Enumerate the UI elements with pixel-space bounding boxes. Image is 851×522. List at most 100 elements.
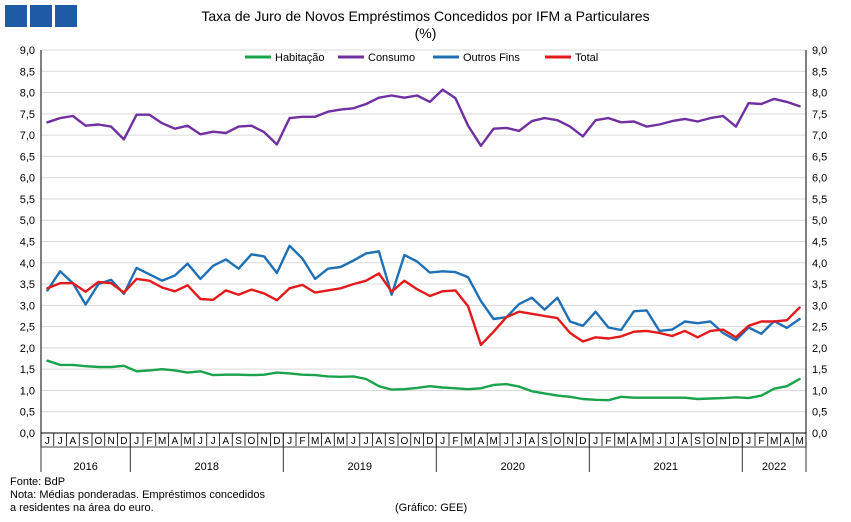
x-month-label: A [478, 436, 485, 447]
chart-title-block: Taxa de Juro de Novos Empréstimos Conced… [0, 8, 851, 42]
x-month-label: N [108, 436, 115, 447]
x-month-label: O [247, 436, 255, 447]
x-month-label: F [452, 436, 458, 447]
y-tick-label-left: 5,0 [20, 215, 35, 227]
x-month-label: J [657, 436, 662, 447]
footnote-line1: Nota: Médias ponderadas. Empréstimos con… [10, 489, 265, 501]
x-year-label: 2016 [73, 461, 97, 473]
x-month-label: O [706, 436, 714, 447]
x-month-label: D [120, 436, 127, 447]
x-month-label: J [440, 436, 445, 447]
x-month-label: A [325, 436, 332, 447]
x-month-label: J [593, 436, 598, 447]
y-tick-label-right: 5,5 [812, 194, 827, 206]
x-year-label: 2022 [762, 461, 786, 473]
y-tick-label-right: 3,0 [812, 300, 827, 312]
x-month-label: J [45, 436, 50, 447]
x-year-label: 2019 [348, 461, 372, 473]
y-tick-label-left: 1,0 [20, 385, 35, 397]
y-tick-label-right: 4,5 [812, 237, 827, 249]
legend-label: Total [575, 52, 598, 64]
x-month-label: A [784, 436, 791, 447]
y-tick-label-right: 7,0 [812, 130, 827, 142]
x-month-label: A [376, 436, 383, 447]
y-tick-label-right: 5,0 [812, 215, 827, 227]
x-month-label: D [273, 436, 280, 447]
series-line-outros-fins [46, 244, 801, 342]
y-tick-label-right: 9,0 [812, 45, 827, 57]
x-month-label: M [183, 436, 191, 447]
x-month-label: J [351, 436, 356, 447]
x-month-label: O [94, 436, 102, 447]
x-year-label: 2021 [654, 461, 678, 473]
logo-square [55, 5, 77, 27]
x-month-label: A [529, 436, 536, 447]
series-line-total [46, 272, 801, 347]
source-note: Fonte: BdP [10, 476, 66, 488]
y-tick-label-right: 0,5 [812, 407, 827, 419]
x-month-label: S [541, 436, 548, 447]
logo-square [5, 5, 27, 27]
x-month-label: M [158, 436, 166, 447]
y-tick-label-right: 2,0 [812, 343, 827, 355]
x-month-label: J [58, 436, 63, 447]
chart-subtitle: (%) [414, 25, 437, 41]
footnote-line2: a residentes na área do euro. [10, 502, 154, 514]
x-month-label: F [605, 436, 611, 447]
legend-label: Outros Fins [463, 52, 520, 64]
legend-label: Consumo [368, 52, 415, 64]
chart-title: Taxa de Juro de Novos Empréstimos Conced… [201, 8, 650, 24]
y-tick-label-right: 8,0 [812, 88, 827, 100]
x-month-label: M [795, 436, 803, 447]
x-month-label: F [758, 436, 764, 447]
x-year-label: 2020 [501, 461, 525, 473]
x-month-label: S [235, 436, 242, 447]
x-month-label: S [388, 436, 395, 447]
x-month-label: M [336, 436, 344, 447]
y-tick-label-left: 0,5 [20, 407, 35, 419]
y-tick-label-right: 6,0 [812, 173, 827, 185]
x-month-label: O [400, 436, 408, 447]
x-month-label: D [579, 436, 586, 447]
logo [5, 5, 77, 27]
y-tick-label-right: 1,0 [812, 385, 827, 397]
x-month-label: M [770, 436, 778, 447]
y-tick-label-right: 6,5 [812, 151, 827, 163]
series-line-consumo [46, 88, 801, 148]
x-month-label: M [617, 436, 625, 447]
x-month-label: F [299, 436, 305, 447]
x-month-label: J [198, 436, 203, 447]
x-year-label: 2018 [195, 461, 219, 473]
x-month-label: S [82, 436, 89, 447]
series-line-habitação [46, 359, 801, 402]
x-month-label: N [261, 436, 268, 447]
x-month-label: J [287, 436, 292, 447]
x-month-label: J [746, 436, 751, 447]
logo-square [30, 5, 52, 27]
x-month-label: M [642, 436, 650, 447]
y-tick-label-left: 8,5 [20, 66, 35, 78]
x-month-label: S [694, 436, 701, 447]
y-tick-label-left: 8,0 [20, 88, 35, 100]
y-tick-label-left: 3,5 [20, 279, 35, 291]
x-month-label: A [172, 436, 179, 447]
x-month-label: A [223, 436, 230, 447]
x-month-label: M [311, 436, 319, 447]
y-tick-label-left: 0,0 [20, 428, 35, 440]
x-month-label: N [414, 436, 421, 447]
x-month-label: A [682, 436, 689, 447]
x-month-label: J [211, 436, 216, 447]
x-month-label: M [464, 436, 472, 447]
x-month-label: D [426, 436, 433, 447]
x-month-label: J [504, 436, 509, 447]
x-month-label: J [364, 436, 369, 447]
y-tick-label-right: 2,5 [812, 322, 827, 334]
x-month-label: N [567, 436, 574, 447]
y-tick-label-left: 7,5 [20, 109, 35, 121]
y-tick-label-left: 4,0 [20, 258, 35, 270]
x-month-label: J [517, 436, 522, 447]
x-month-label: A [631, 436, 638, 447]
y-tick-label-left: 1,5 [20, 364, 35, 376]
y-tick-label-left: 9,0 [20, 45, 35, 57]
